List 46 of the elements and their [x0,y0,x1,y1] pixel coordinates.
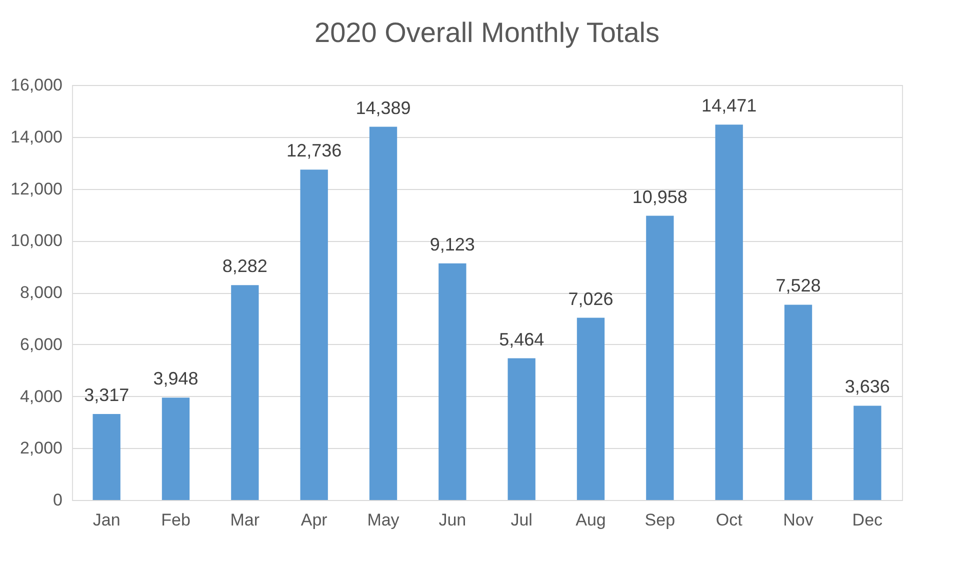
x-tick-label: Aug [576,510,606,530]
y-tick-label: 12,000 [10,179,62,198]
data-label: 14,389 [356,98,411,118]
bar [508,358,536,500]
x-tick-label: Jan [92,510,120,530]
data-label: 12,736 [286,140,342,161]
data-label: 9,123 [430,234,475,254]
x-tick-label: May [367,510,400,530]
bar [231,285,259,500]
data-label: 3,317 [84,384,130,405]
y-tick-label: 14,000 [10,127,62,146]
x-tick-label: Dec [852,510,884,530]
bar [369,126,398,500]
data-label: 3,636 [844,376,890,397]
bar [438,263,466,500]
bar [162,398,190,500]
bar [715,124,743,500]
bar [576,318,605,500]
y-tick-label: 8,000 [20,283,62,302]
data-label: 7,528 [776,276,821,296]
data-label: 14,471 [702,96,757,116]
data-label: 3,948 [153,368,198,389]
data-label: 7,026 [568,288,614,309]
bar [784,304,812,500]
x-tick-label: Feb [161,510,190,530]
chart-title: 2020 Overall Monthly Totals [314,17,660,48]
x-tick-label: Oct [716,510,743,530]
y-tick-label: 16,000 [10,76,62,94]
x-tick-label: Apr [300,510,328,530]
bar [92,414,120,500]
x-tick-label: Jun [438,510,466,530]
x-tick-label: Jul [510,510,532,530]
y-tick-label: 6,000 [20,334,62,354]
y-tick-label: 10,000 [10,231,62,250]
x-tick-label: Sep [644,510,676,530]
x-tick-label: Mar [230,510,260,530]
data-label: 8,282 [222,256,268,276]
bar [854,406,882,500]
bar [646,216,674,500]
data-label: 10,958 [632,186,688,207]
data-label: 5,464 [499,329,544,350]
x-tick-label: Nov [783,510,814,530]
y-tick-label: 0 [53,490,62,510]
bar [300,170,328,500]
y-tick-label: 2,000 [20,438,62,458]
y-tick-label: 4,000 [20,386,62,406]
